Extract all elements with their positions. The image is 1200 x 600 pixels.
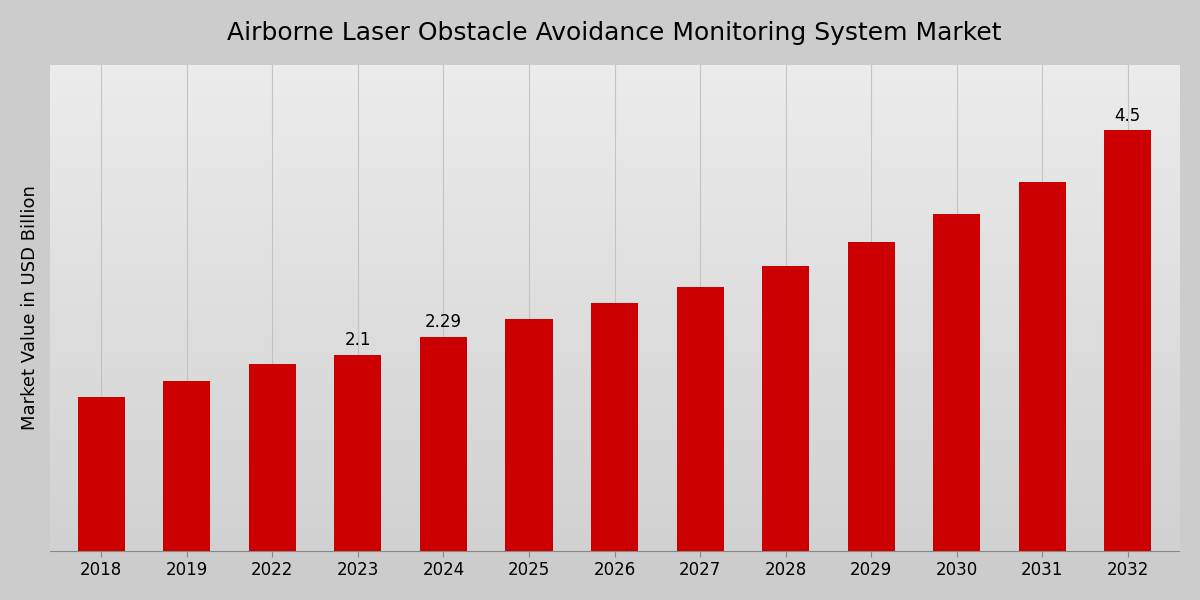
Bar [847, 242, 895, 551]
Bar [335, 355, 382, 551]
Bar [163, 380, 210, 551]
Bar [762, 266, 809, 551]
Bar [677, 287, 724, 551]
Bar [420, 337, 467, 551]
Bar [505, 319, 552, 551]
Y-axis label: Market Value in USD Billion: Market Value in USD Billion [20, 185, 38, 430]
Bar [934, 214, 980, 551]
Text: 4.5: 4.5 [1115, 107, 1141, 125]
Text: 2.1: 2.1 [344, 331, 371, 349]
Bar [78, 397, 125, 551]
Bar [1104, 130, 1151, 551]
Bar [1019, 182, 1066, 551]
Text: 2.29: 2.29 [425, 313, 462, 331]
Title: Airborne Laser Obstacle Avoidance Monitoring System Market: Airborne Laser Obstacle Avoidance Monito… [227, 21, 1002, 45]
Bar [592, 303, 638, 551]
Bar [248, 364, 296, 551]
